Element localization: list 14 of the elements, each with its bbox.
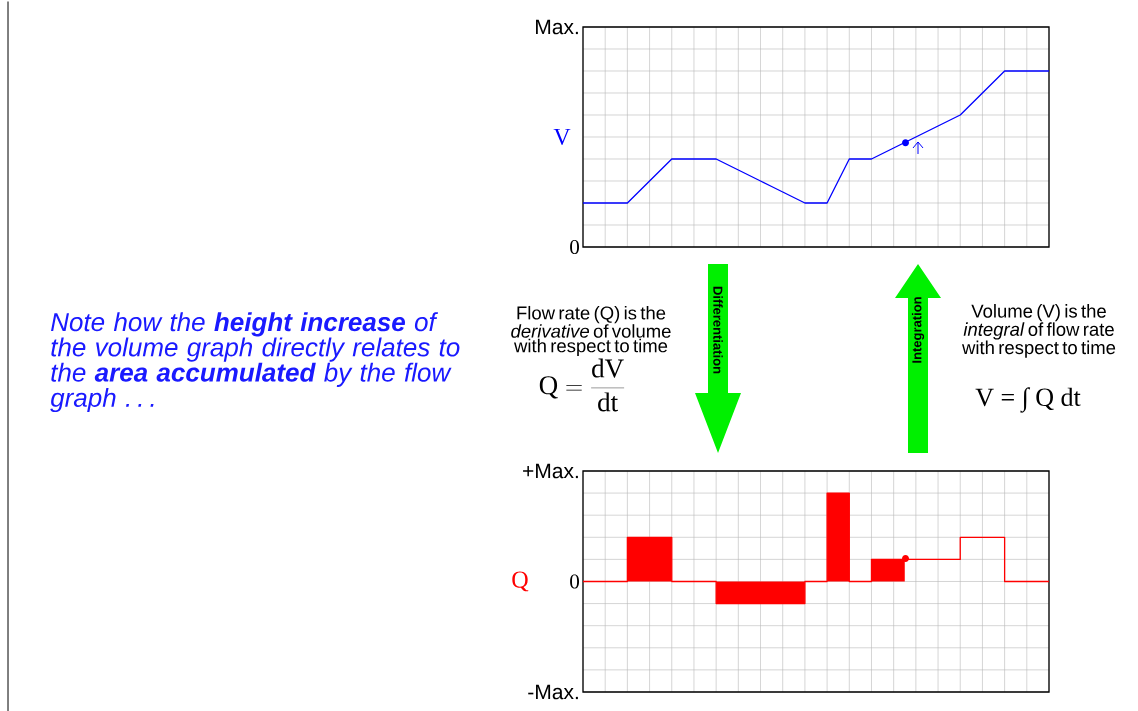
y-axis-title: V bbox=[553, 128, 571, 146]
text: Flow rate (Q) is the derivative of volume with respect to time bbox=[511, 305, 671, 357]
text: V = ∫ Q dt bbox=[975, 387, 1081, 413]
y-axis-title: Q bbox=[512, 571, 529, 592]
text: -Max. bbox=[528, 684, 578, 700]
text: 0 bbox=[570, 574, 580, 589]
text: $\mathrm{Q} = \frac{\mathrm{dV}}{\mathrm{dt}}$ bbox=[539, 358, 625, 412]
text: Differentiation bbox=[713, 286, 723, 374]
text: Note how the height increase of the volume graph directly relates to the area accumulated by the flow graph . . . bbox=[50, 312, 460, 413]
text: +Max. bbox=[523, 463, 578, 479]
text: 0 bbox=[570, 239, 580, 255]
text: Volume (V) is the integral of flow rate with respect to time bbox=[962, 304, 1116, 358]
text: Max. bbox=[536, 19, 578, 35]
text: Integration bbox=[911, 297, 925, 363]
